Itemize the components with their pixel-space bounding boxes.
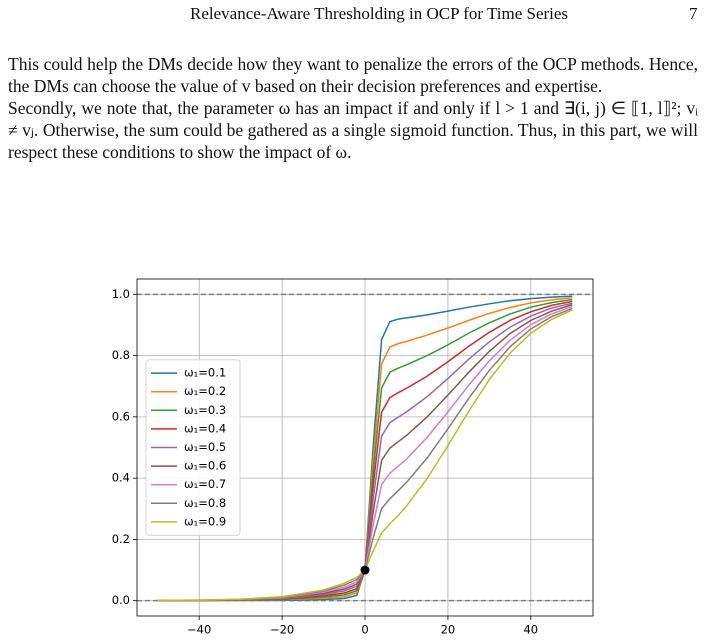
y-tick-label: 0.0	[112, 593, 130, 607]
y-tick-label: 0.4	[112, 471, 130, 485]
running-title: Relevance-Aware Thresholding in OCP for …	[190, 4, 569, 23]
legend-label: ω₁=0.1	[184, 366, 226, 380]
legend-label: ω₁=0.9	[184, 514, 226, 528]
series-line	[157, 295, 573, 602]
paragraph: Secondly, we note that, the parameter ω …	[8, 98, 698, 162]
legend-label: ω₁=0.2	[184, 384, 226, 398]
legend-label: ω₁=0.8	[184, 496, 226, 510]
legend-label: ω₁=0.4	[184, 421, 226, 435]
page-header: Relevance-Aware Thresholding in OCP for …	[0, 2, 704, 26]
series-line	[157, 298, 573, 602]
body-text: This could help the DMs decide how they …	[8, 53, 698, 163]
legend-label: ω₁=0.6	[184, 459, 226, 473]
x-tick-label: −20	[270, 623, 294, 637]
y-tick-label: 0.8	[112, 348, 130, 362]
paragraph: This could help the DMs decide how they …	[8, 54, 698, 96]
legend-label: ω₁=0.7	[184, 477, 226, 491]
legend-label: ω₁=0.3	[184, 403, 226, 417]
marker-point	[360, 565, 370, 575]
x-tick-label: 20	[441, 623, 456, 637]
legend-box	[145, 359, 241, 536]
series-line	[157, 302, 573, 602]
y-tick-label: 1.0	[112, 287, 130, 301]
y-tick-label: 0.2	[112, 532, 130, 546]
legend-label: ω₁=0.5	[184, 440, 226, 454]
x-tick-label: 40	[523, 623, 538, 637]
x-tick-label: −40	[187, 623, 211, 637]
x-tick-label: 0	[361, 623, 368, 637]
series-line	[157, 309, 573, 602]
y-tick-label: 0.6	[112, 409, 130, 423]
plot-frame	[136, 278, 594, 617]
page-number: 7	[689, 4, 698, 23]
